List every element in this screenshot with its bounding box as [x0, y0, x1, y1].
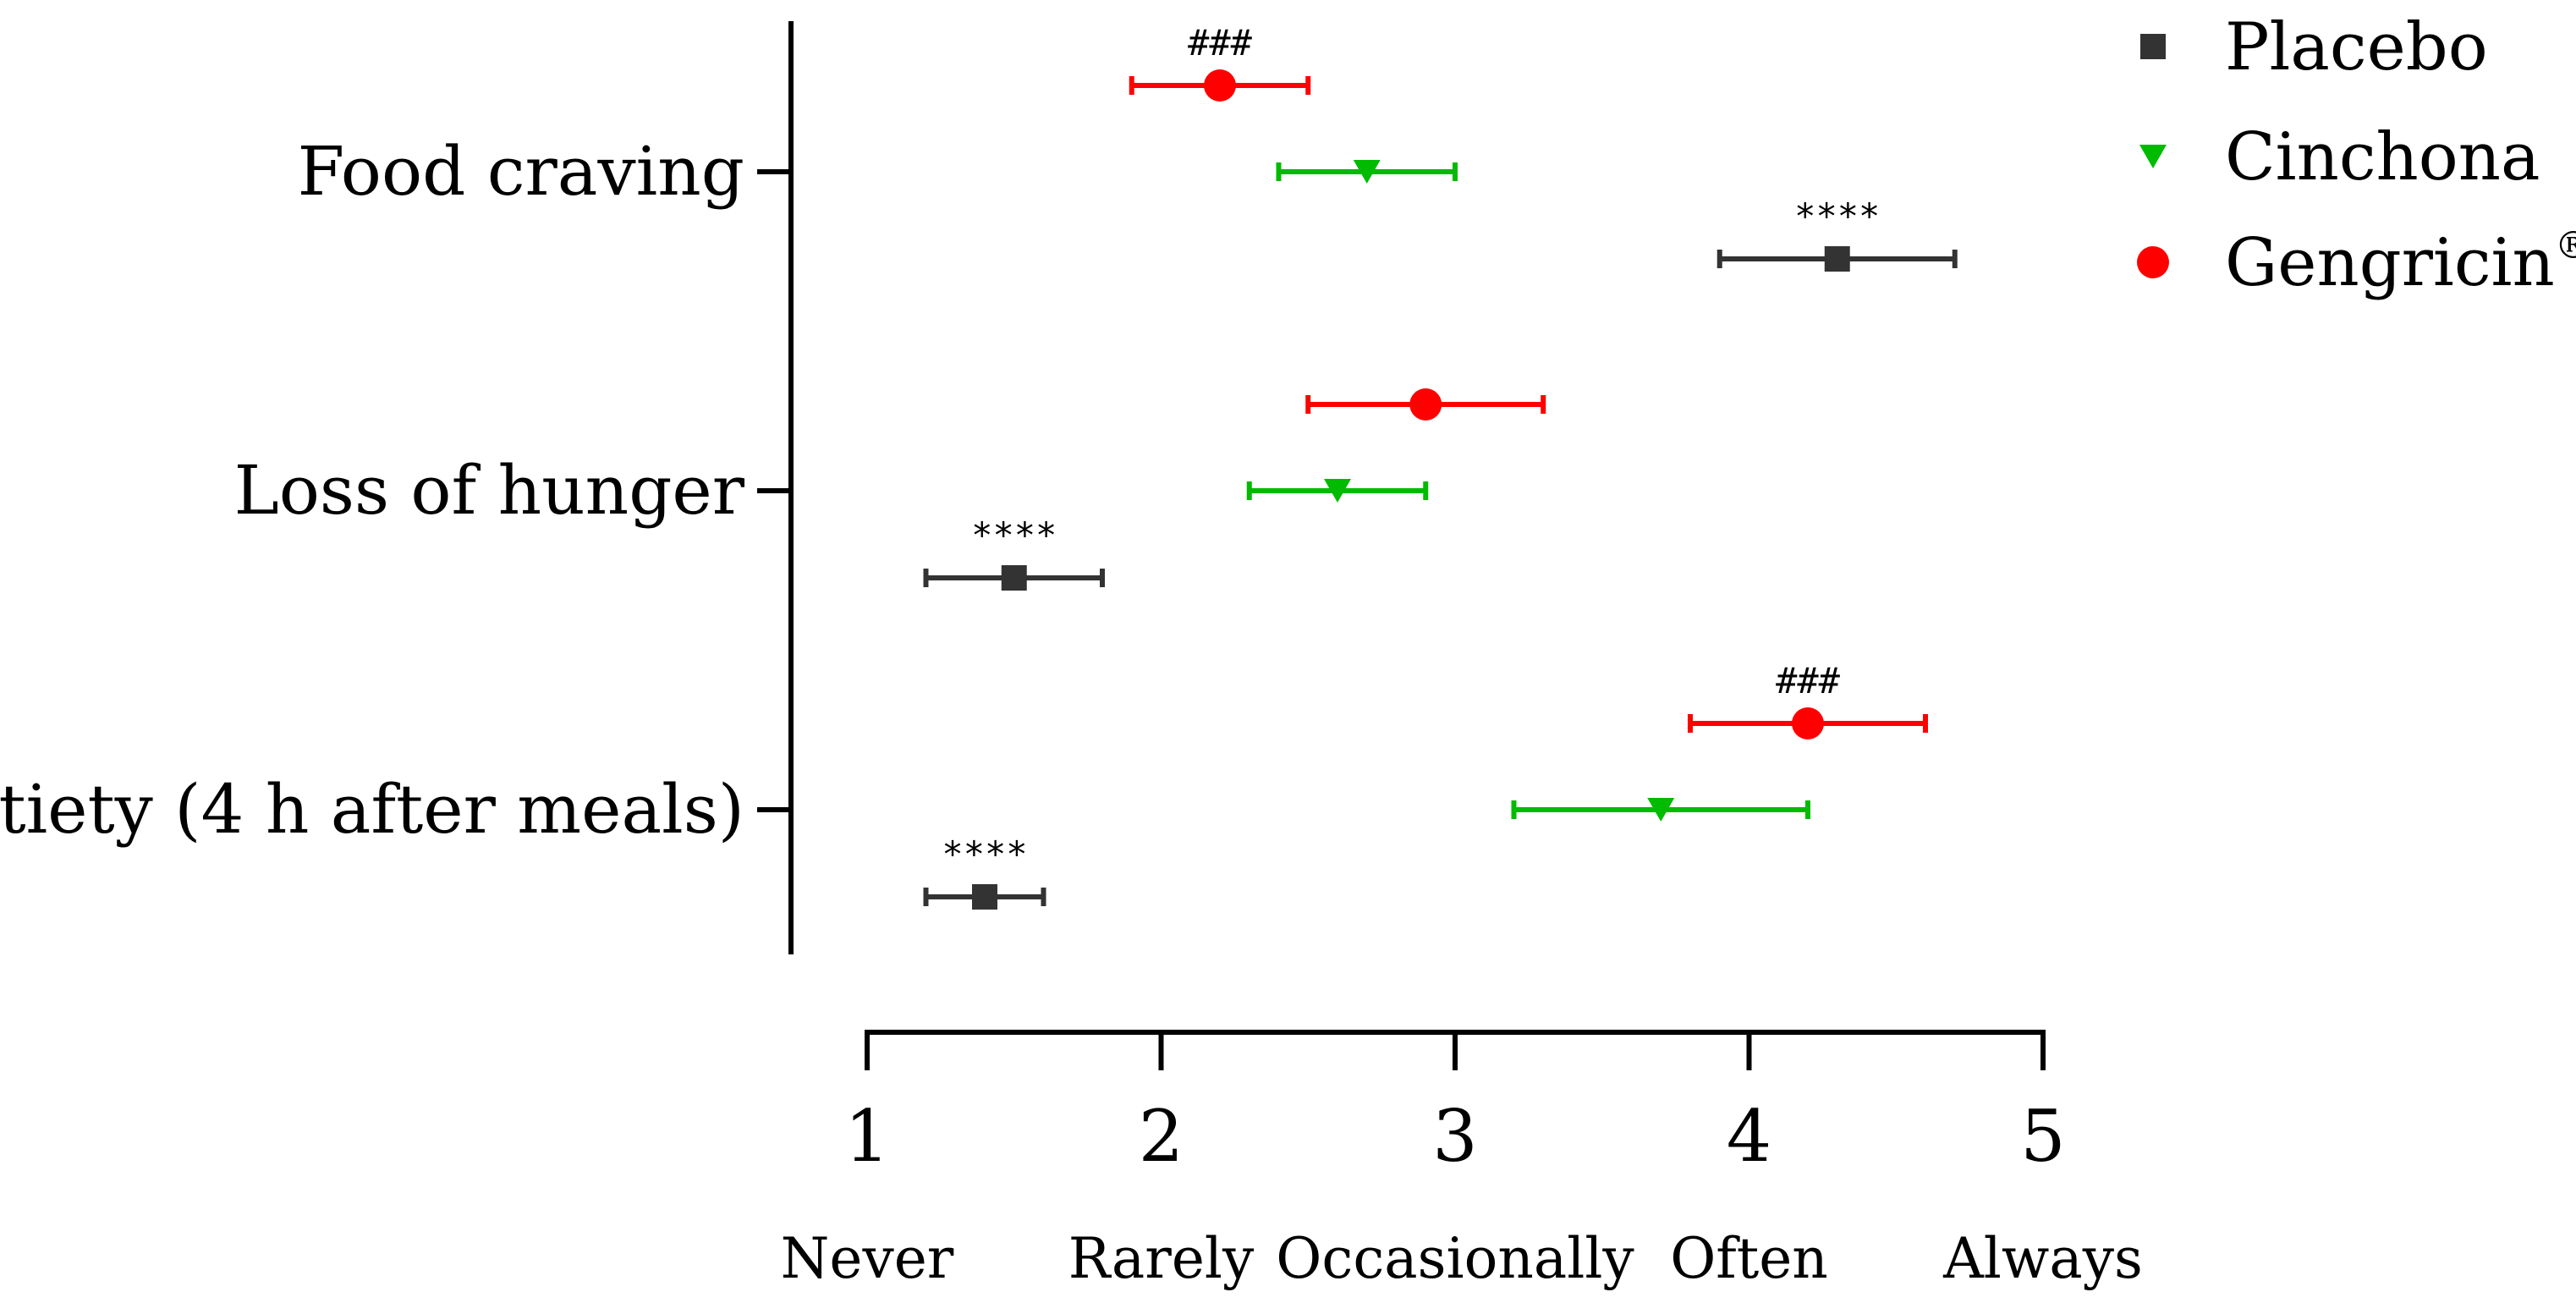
data-point-marker [1353, 160, 1381, 184]
series-marks: **** **** **** ### ### [923, 22, 1958, 910]
legend-item: Cinchona [2139, 119, 2540, 195]
x-tick-label: 1 [844, 1095, 889, 1178]
x-tick-label: 5 [2020, 1095, 2065, 1178]
legend-marker [2140, 34, 2166, 59]
legend-item: Gengricin® [2137, 224, 2576, 301]
legend-label: Gengricin® [2225, 224, 2576, 301]
x-axis: 1 Never 2 Rarely 3 Occasionally 4 Often 5 Always [781, 1030, 2143, 1291]
category-label: Loss of hunger [234, 451, 745, 530]
series-cinchona [1246, 160, 1810, 822]
legend-marker [2137, 246, 2169, 278]
data-point-marker [1204, 69, 1236, 102]
x-tick-label: 4 [1727, 1095, 1771, 1178]
significance-label: **** [971, 514, 1057, 556]
significance-label: **** [1794, 195, 1880, 237]
data-point-marker [1324, 479, 1351, 503]
data-point-marker [1824, 246, 1850, 272]
legend-label: Placebo [2225, 9, 2488, 85]
significance-label: **** [942, 833, 1027, 875]
category-label: Food craving [298, 132, 744, 211]
legend: Placebo Cinchona Gengricin® [2137, 9, 2576, 301]
series-placebo: **** **** **** [923, 195, 1958, 910]
data-point-marker [1001, 565, 1027, 591]
x-tick-description: Occasionally [1276, 1226, 1634, 1291]
data-point-marker [1409, 388, 1442, 421]
x-tick-description: Rarely [1068, 1226, 1255, 1291]
x-tick-label: 2 [1139, 1095, 1184, 1178]
data-point-marker [1792, 707, 1824, 739]
x-tick-description: Always [1942, 1226, 2143, 1291]
x-tick-description: Often [1670, 1226, 1828, 1291]
significance-label: ### [1776, 660, 1841, 701]
legend-label: Cinchona [2225, 119, 2540, 195]
series-gengricin: ### ### [1129, 22, 1928, 739]
data-point-marker [972, 884, 997, 910]
significance-label: ### [1188, 22, 1253, 63]
legend-superscript: ® [2555, 224, 2576, 267]
legend-item: Placebo [2140, 9, 2488, 85]
x-tick-description: Never [781, 1226, 954, 1291]
legend-marker [2139, 145, 2167, 168]
category-label: Satiety (4 h after meals) [0, 770, 744, 849]
y-axis: Food craving Loss of hunger Satiety (4 h a… [0, 21, 794, 954]
x-tick-label: 3 [1432, 1095, 1477, 1178]
data-point-marker [1647, 798, 1675, 822]
